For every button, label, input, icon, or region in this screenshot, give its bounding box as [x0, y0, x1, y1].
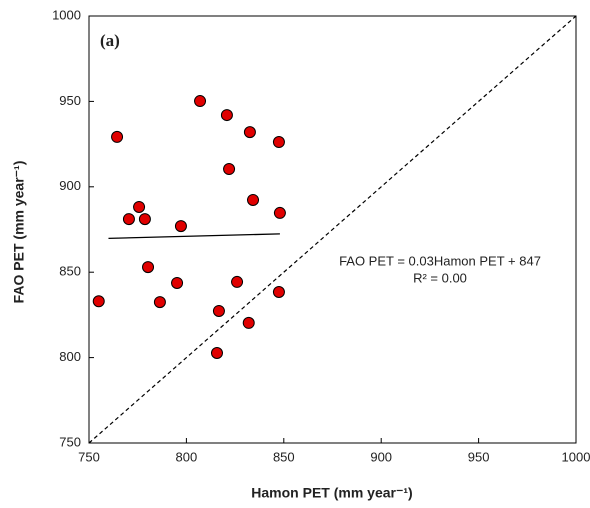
- y-tick-label: 750: [59, 434, 81, 449]
- point: [242, 316, 255, 329]
- point: [247, 193, 260, 206]
- y-axis-title: FAO PET (mm year⁻¹): [11, 161, 27, 304]
- x-tick-label: 850: [273, 449, 295, 464]
- identity-line: [88, 15, 577, 444]
- r-squared: R² = 0.00: [413, 270, 467, 285]
- point: [133, 200, 146, 213]
- point: [122, 213, 135, 226]
- fit-line: [108, 233, 280, 240]
- x-axis-title: Hamon PET (mm year⁻¹): [251, 485, 412, 501]
- point: [273, 206, 286, 219]
- point: [210, 346, 223, 359]
- point: [171, 276, 184, 289]
- point: [212, 304, 225, 317]
- point: [138, 213, 151, 226]
- point: [220, 109, 233, 122]
- point: [243, 126, 256, 139]
- point: [111, 130, 124, 143]
- point: [272, 136, 285, 149]
- x-tick-label: 1000: [562, 449, 590, 464]
- y-tick-label: 800: [59, 349, 81, 364]
- point: [194, 95, 207, 108]
- point: [153, 296, 166, 309]
- x-tick-label: 900: [370, 449, 392, 464]
- point: [174, 220, 187, 233]
- x-tick-label: 950: [468, 449, 490, 464]
- point: [231, 275, 244, 288]
- plot-frame: [88, 15, 577, 444]
- fit-equation: FAO PET = 0.03Hamon PET + 847: [339, 253, 541, 268]
- y-tick-label: 850: [59, 264, 81, 279]
- point: [142, 261, 155, 274]
- x-tick-label: 800: [176, 449, 198, 464]
- point: [92, 295, 105, 308]
- x-tick-label: 750: [78, 449, 100, 464]
- y-tick-label: 1000: [52, 7, 81, 22]
- y-tick-label: 900: [59, 178, 81, 193]
- point: [223, 163, 236, 176]
- point: [272, 286, 285, 299]
- panel-label: (a): [100, 31, 120, 50]
- y-tick-label: 950: [59, 93, 81, 108]
